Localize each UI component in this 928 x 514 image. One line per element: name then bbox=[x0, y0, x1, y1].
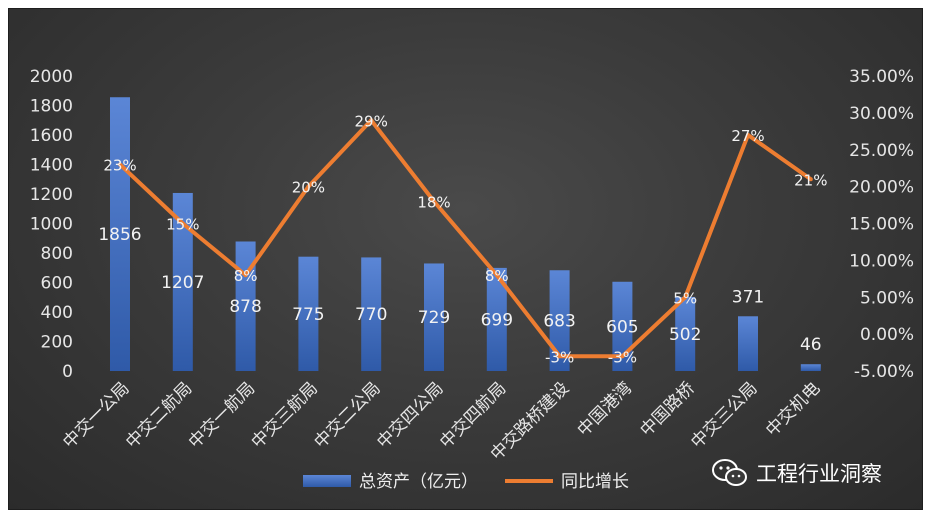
bar-value-label: 699 bbox=[481, 310, 513, 330]
bar bbox=[235, 241, 256, 371]
legend-bar-swatch bbox=[303, 475, 351, 487]
growth-value-label: 29% bbox=[355, 112, 388, 130]
legend-bar-label: 总资产（亿元） bbox=[359, 472, 478, 492]
bar-value-label: 502 bbox=[669, 325, 701, 345]
growth-point bbox=[432, 199, 436, 204]
bar bbox=[486, 267, 507, 371]
bar bbox=[738, 316, 758, 371]
left-axis-ticks: 0 200 400 600 800 1000 1200 1400 1600 1800 2000 bbox=[30, 67, 73, 382]
bar bbox=[800, 364, 821, 371]
bar bbox=[110, 97, 130, 372]
left-axis-tick: 600 bbox=[41, 274, 73, 294]
growth-value-label: 20% bbox=[292, 179, 325, 197]
bar bbox=[424, 263, 444, 371]
bar-value-label: 371 bbox=[732, 287, 764, 307]
bar-value-label: 775 bbox=[292, 305, 324, 325]
bar-value-label: 1856 bbox=[98, 225, 141, 245]
growth-value-label: 8% bbox=[485, 267, 509, 285]
growth-point bbox=[746, 133, 750, 137]
growth-point bbox=[180, 221, 185, 226]
growth-point bbox=[683, 295, 688, 300]
bar bbox=[675, 296, 696, 371]
x-axis-tick: 中交四公局 bbox=[373, 378, 447, 452]
left-axis-tick: 1600 bbox=[30, 126, 73, 146]
bar-value-label: 683 bbox=[543, 312, 575, 332]
right-axis-tick: 35.00% bbox=[849, 67, 914, 87]
bar-series bbox=[110, 97, 821, 372]
growth-value-label: 18% bbox=[417, 193, 450, 211]
growth-value-label: 27% bbox=[731, 127, 764, 145]
x-axis-tick: 中交二航局 bbox=[122, 378, 196, 452]
x-axis-tick: 中交机电 bbox=[762, 378, 824, 440]
x-axis-tick: 中交二公局 bbox=[310, 378, 384, 452]
combo-chart: 0 200 400 600 800 1000 1200 1400 1600 1800 2000 -5… bbox=[30, 67, 914, 492]
right-axis-tick: 30.00% bbox=[849, 104, 914, 124]
right-axis-tick: 25.00% bbox=[849, 141, 914, 161]
growth-point bbox=[369, 118, 374, 123]
left-axis-tick: 400 bbox=[41, 303, 73, 323]
growth-point bbox=[494, 273, 499, 278]
right-axis-tick: -5.00% bbox=[854, 362, 914, 382]
left-axis-tick: 1800 bbox=[30, 97, 73, 117]
growth-value-label: 21% bbox=[794, 171, 827, 189]
bar bbox=[612, 281, 633, 371]
x-axis-tick: 中交一公局 bbox=[59, 378, 133, 452]
growth-value-label: 8% bbox=[234, 267, 258, 285]
x-axis-tick: 中交三公局 bbox=[687, 378, 761, 452]
growth-point bbox=[306, 184, 311, 189]
left-axis-tick: 0 bbox=[62, 362, 73, 382]
growth-point bbox=[118, 162, 122, 167]
bar-value-label: 605 bbox=[606, 317, 638, 337]
watermark-text: 工程行业洞察 bbox=[756, 462, 882, 486]
chart-panel: 0 200 400 600 800 1000 1200 1400 1600 1800 2000 -5… bbox=[8, 8, 923, 510]
left-axis-tick: 1200 bbox=[30, 185, 73, 205]
right-axis-tick: 0.00% bbox=[860, 325, 914, 345]
growth-point bbox=[557, 354, 562, 359]
growth-value-label: 23% bbox=[103, 157, 136, 175]
bar-value-label: 1207 bbox=[161, 273, 204, 293]
wechat-icon bbox=[712, 459, 747, 486]
growth-value-label: -3% bbox=[608, 348, 637, 366]
left-axis-tick: 2000 bbox=[30, 67, 73, 87]
x-axis-labels: 中交一公局中交二航局中交一航局中交三航局中交二公局中交四公局中交四航局中交路桥建… bbox=[59, 378, 824, 464]
right-axis-ticks: -5.00% 0.00% 5.00% 10.00% 15.00% 20.00% 25.00%… bbox=[849, 67, 914, 382]
bar-value-label: 46 bbox=[800, 335, 822, 355]
legend: 总资产（亿元） 同比增长 bbox=[303, 472, 629, 492]
growth-point bbox=[243, 273, 248, 278]
right-axis-tick: 15.00% bbox=[849, 215, 914, 235]
bar-value-label: 729 bbox=[418, 308, 450, 328]
x-axis-tick: 中国港湾 bbox=[574, 378, 636, 440]
x-axis-tick: 中交三航局 bbox=[248, 378, 322, 452]
bar bbox=[361, 257, 382, 371]
left-axis-tick: 1000 bbox=[30, 215, 73, 235]
growth-line bbox=[118, 118, 812, 359]
bar-value-label: 878 bbox=[229, 297, 261, 317]
bar-value-label: 770 bbox=[355, 305, 387, 325]
growth-value-label: -3% bbox=[545, 348, 574, 366]
bar-value-labels: 1856 1207 878 775 770 729 699 683 605 502 371 46 bbox=[98, 225, 821, 355]
right-axis-tick: 20.00% bbox=[849, 178, 914, 198]
x-axis-tick: 中交一航局 bbox=[185, 378, 259, 452]
right-axis-tick: 10.00% bbox=[849, 251, 914, 271]
growth-value-label: 5% bbox=[673, 289, 697, 307]
bar bbox=[172, 192, 193, 371]
left-axis-tick: 200 bbox=[41, 333, 73, 353]
watermark: 工程行业洞察 bbox=[712, 458, 882, 488]
left-axis-tick: 1400 bbox=[30, 156, 73, 176]
bar bbox=[298, 256, 319, 371]
legend-line-label: 同比增长 bbox=[561, 472, 629, 492]
right-axis-tick: 5.00% bbox=[860, 288, 914, 308]
left-axis-tick: 800 bbox=[41, 244, 73, 264]
growth-point bbox=[808, 177, 813, 182]
line-series bbox=[118, 118, 813, 359]
growth-point bbox=[620, 354, 625, 359]
bar bbox=[549, 270, 570, 371]
x-axis-tick: 中国路桥 bbox=[637, 378, 699, 440]
growth-value-label: 15% bbox=[166, 216, 199, 234]
line-value-labels: 23% 15% 8% 20% 29% 18% 8% -3% -3% 5% 27% 21% bbox=[103, 112, 827, 366]
